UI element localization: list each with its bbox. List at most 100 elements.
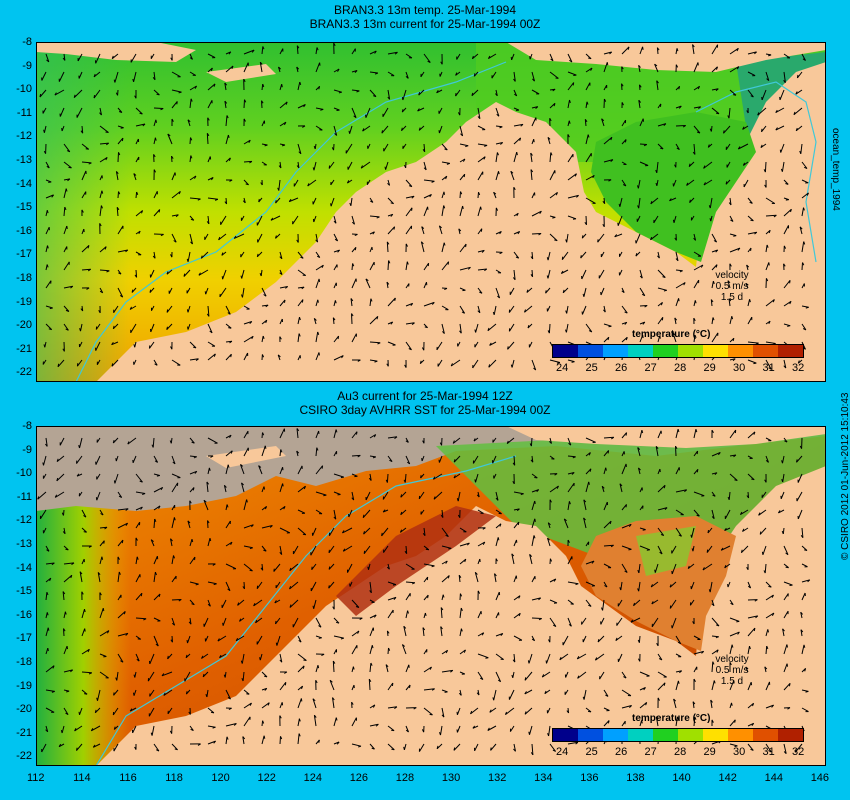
current-arrow [198, 269, 209, 276]
current-arrow-head [745, 666, 749, 670]
current-arrow-head [682, 125, 686, 128]
current-arrow-head [418, 127, 421, 131]
current-arrow [801, 323, 807, 331]
current-arrow-head [404, 364, 407, 368]
current-arrow [474, 572, 479, 583]
current-arrow-head [554, 473, 558, 476]
current-arrow-head [125, 249, 129, 253]
current-arrow-head [262, 432, 265, 436]
current-arrow [135, 506, 143, 511]
current-arrow [639, 702, 648, 709]
current-arrow-head [785, 552, 789, 556]
isobath-line [75, 61, 507, 383]
current-arrow-head [302, 665, 305, 669]
current-arrow [171, 101, 178, 109]
current-arrow [243, 689, 250, 695]
current-arrow-head [478, 191, 481, 196]
current-arrow-head [439, 225, 442, 229]
current-arrow [217, 635, 227, 642]
current-arrow [729, 719, 736, 727]
current-arrow-head [512, 481, 515, 485]
current-arrow [638, 563, 641, 573]
current-arrow-head [237, 602, 240, 606]
current-arrow-head [191, 538, 194, 543]
latitude-tick-label: -21 [16, 342, 32, 355]
current-arrow-head [264, 144, 268, 147]
current-arrow-head [773, 214, 777, 218]
current-arrow-head [256, 253, 259, 257]
current-arrow-head [206, 221, 210, 225]
current-arrow-head [203, 499, 207, 503]
current-arrow-head [191, 603, 195, 606]
current-arrow-head [186, 309, 189, 313]
current-arrow-head [567, 539, 570, 543]
current-arrow-head [65, 188, 68, 192]
current-arrow [99, 246, 107, 253]
current-arrow-head [275, 642, 278, 646]
current-arrow [81, 509, 87, 518]
current-arrow-head [62, 531, 66, 535]
current-arrow-head [387, 96, 390, 100]
current-arrow-head [445, 650, 449, 654]
current-arrow-head [81, 591, 84, 595]
current-arrow-head [213, 353, 216, 357]
current-arrow [783, 663, 788, 673]
current-arrow [270, 215, 281, 221]
current-arrow [671, 617, 677, 629]
current-arrow [765, 743, 772, 753]
current-arrow-head [334, 238, 338, 242]
current-arrow [619, 483, 623, 493]
current-arrow-head [269, 525, 273, 528]
current-arrow-head [80, 130, 84, 134]
current-arrow-head [679, 270, 683, 273]
current-arrow [333, 233, 339, 242]
current-arrow-head [453, 459, 456, 463]
current-arrow-head [213, 83, 216, 87]
current-arrow [693, 716, 696, 727]
current-arrow-head [749, 645, 751, 650]
current-arrow [135, 521, 141, 529]
current-arrow-head [712, 280, 715, 285]
current-arrow [221, 599, 227, 609]
current-arrow-head [783, 79, 786, 84]
current-arrow-head [104, 526, 108, 530]
current-arrow-head [403, 625, 407, 629]
current-arrow [709, 581, 713, 593]
current-arrow-head [81, 209, 84, 213]
current-arrow-head [388, 260, 391, 264]
current-arrow [402, 89, 407, 101]
current-arrow-head [690, 534, 693, 538]
current-arrow-head [552, 88, 556, 92]
current-arrow-head [662, 276, 666, 278]
current-arrow [603, 520, 612, 529]
current-arrow [783, 644, 788, 655]
current-arrow [508, 323, 515, 332]
current-arrow [440, 626, 443, 637]
current-arrow-head [332, 660, 336, 664]
current-arrow [621, 463, 627, 475]
current-arrow [782, 455, 785, 464]
current-arrow [783, 593, 789, 601]
current-arrow [493, 305, 497, 315]
current-arrow [91, 725, 101, 732]
current-arrow [63, 562, 75, 565]
current-arrow-head [795, 127, 798, 131]
current-arrow-head [260, 182, 263, 186]
current-arrow-head [187, 119, 191, 123]
colorbar-segment [628, 729, 653, 741]
current-arrow-head [697, 86, 701, 90]
current-arrow [225, 65, 234, 73]
current-arrow-head [60, 729, 63, 734]
current-arrow [315, 125, 323, 131]
current-arrow [279, 428, 285, 439]
current-arrow [567, 437, 572, 446]
current-arrow [116, 207, 119, 217]
current-arrow-head [477, 310, 481, 314]
current-arrow-head [610, 544, 614, 548]
current-arrow [441, 545, 452, 549]
current-arrow-head [127, 441, 130, 445]
current-arrow-head [285, 101, 288, 105]
current-arrow [783, 225, 789, 235]
current-arrow [423, 707, 433, 716]
current-arrow-head [740, 549, 743, 553]
